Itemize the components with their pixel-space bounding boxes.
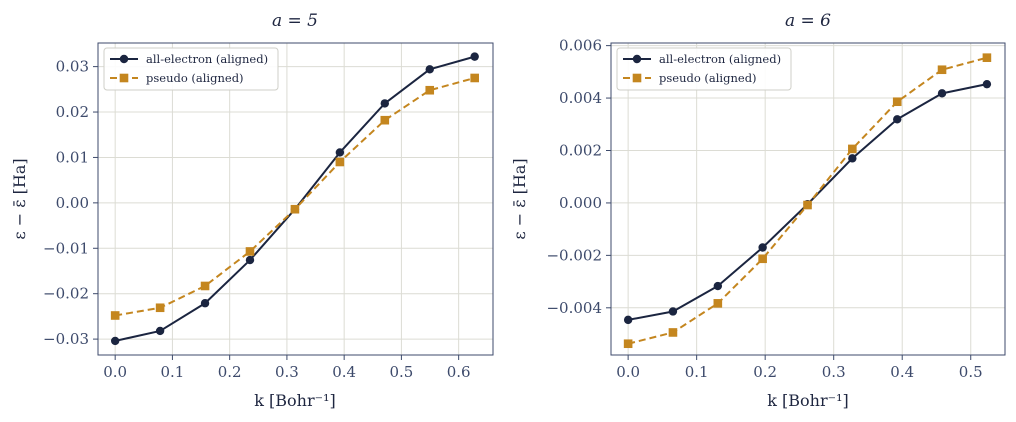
data-point-all-electron [380, 99, 390, 108]
y-tick-label: −0.002 [546, 246, 602, 264]
data-point-all-electron [893, 115, 902, 124]
data-point-all-electron [937, 89, 947, 98]
y-tick-label: −0.02 [43, 285, 89, 303]
data-point-all-electron [335, 148, 345, 157]
legend-marker [632, 54, 642, 64]
y-tick-label: 0.01 [56, 148, 89, 166]
legend: all-electron (aligned) pseudo (aligned) [616, 47, 792, 91]
y-tick-label: −0.03 [43, 330, 89, 348]
data-point-pseudo [848, 144, 857, 154]
y-tick-label: −0.01 [43, 239, 89, 257]
x-tick-label: 0.2 [218, 363, 242, 381]
data-point-all-electron [623, 315, 633, 325]
data-point-pseudo [155, 303, 165, 313]
plot-frame [97, 42, 494, 356]
series-line-all-electron [114, 55, 475, 342]
y-tick-label: −0.004 [546, 299, 602, 317]
x-tick-label: 0.2 [753, 363, 777, 381]
y-axis-label: ε − ε̄ [Ha] [510, 158, 529, 239]
data-point-pseudo [668, 328, 678, 337]
legend-marker [119, 54, 129, 64]
legend: all-electron (aligned) pseudo (aligned) [103, 47, 279, 91]
data-point-all-electron [713, 281, 723, 291]
y-tick-label: 0.02 [56, 103, 89, 121]
x-tick-label: 0.3 [275, 363, 299, 381]
ticks: 0.0 0.1 0.2 0.3 0.4 0.5 0.6 −0.03 −0.02 −0.01 0.00… [43, 58, 471, 381]
y-tick-label: 0.03 [56, 58, 89, 76]
legend-label: pseudo (aligned) [146, 71, 244, 85]
plot-frame [610, 42, 1006, 356]
legend-marker [119, 73, 129, 83]
x-tick-label: 0.1 [160, 363, 184, 381]
legend-box [103, 47, 279, 91]
y-tick-label: 0.006 [559, 37, 602, 55]
series-line-pseudo [115, 77, 475, 317]
x-tick-label: 0.0 [103, 363, 127, 381]
chart-title: a = 6 [785, 11, 831, 31]
data-point-all-electron [425, 65, 434, 74]
legend-label: all-electron (aligned) [146, 52, 268, 66]
data-point-pseudo [245, 247, 255, 256]
y-tick-label: 0.004 [559, 89, 602, 107]
series-layer [110, 52, 479, 346]
data-point-pseudo [470, 73, 479, 83]
chart-panel-a6: a = 6 0.0 0.1 0.2 0.3 0.4 0.5 −0.004 −0.002 0.00… [510, 11, 1006, 410]
data-point-pseudo [110, 311, 120, 320]
y-tick-label: 0.000 [559, 194, 602, 212]
legend-label: all-electron (aligned) [659, 52, 781, 66]
legend-box [616, 47, 792, 91]
data-point-all-electron [110, 336, 120, 346]
data-point-pseudo [892, 97, 902, 107]
x-tick-label: 0.3 [822, 363, 846, 381]
y-tick-label: 0.00 [56, 194, 89, 212]
y-axis-label: ε − ε̄ [Ha] [10, 158, 29, 239]
data-point-pseudo [200, 281, 210, 291]
chart-title: a = 5 [272, 11, 318, 31]
data-point-pseudo [713, 299, 723, 308]
series-layer [623, 53, 992, 349]
x-tick-label: 0.0 [616, 363, 640, 381]
x-tick-label: 0.6 [447, 363, 471, 381]
chart-panel-a5: a = 5 0.0 0.1 0.2 0.3 0.4 0.5 0.6 −0.03 −0.02 −0.… [10, 11, 494, 410]
data-point-all-electron [758, 243, 767, 252]
data-point-all-electron [470, 52, 479, 61]
legend-marker [632, 73, 642, 83]
data-point-all-electron [982, 79, 992, 89]
legend-label: pseudo (aligned) [659, 71, 757, 85]
data-point-pseudo [380, 115, 390, 125]
x-tick-label: 0.5 [389, 363, 413, 381]
x-tick-label: 0.5 [959, 363, 983, 381]
data-point-pseudo [623, 339, 633, 349]
data-point-pseudo [982, 53, 992, 62]
x-axis-label: k [Bohr⁻¹] [254, 391, 335, 410]
ticks: 0.0 0.1 0.2 0.3 0.4 0.5 −0.004 −0.002 0.000 0.002… [546, 37, 982, 381]
x-axis-label: k [Bohr⁻¹] [767, 391, 848, 410]
data-point-all-electron [200, 299, 210, 308]
data-point-all-electron [668, 307, 678, 316]
y-tick-label: 0.002 [559, 141, 602, 159]
x-tick-label: 0.4 [332, 363, 356, 381]
data-point-pseudo [758, 254, 767, 264]
data-point-pseudo [803, 200, 812, 210]
x-tick-label: 0.4 [890, 363, 914, 381]
data-point-pseudo [937, 65, 947, 75]
data-point-all-electron [848, 154, 857, 163]
data-point-pseudo [335, 157, 345, 167]
data-point-pseudo [425, 85, 435, 95]
grid [611, 43, 1005, 355]
x-tick-label: 0.1 [685, 363, 709, 381]
data-point-pseudo [290, 204, 300, 214]
data-point-all-electron [245, 255, 255, 265]
data-point-all-electron [155, 326, 165, 336]
